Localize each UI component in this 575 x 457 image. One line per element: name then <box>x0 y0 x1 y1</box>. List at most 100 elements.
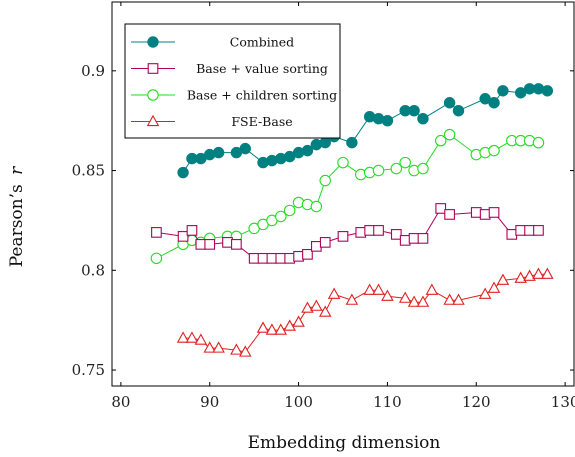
data-point <box>524 225 535 236</box>
data-point <box>515 225 527 236</box>
data-point <box>283 319 296 331</box>
data-point <box>212 146 225 159</box>
y-axis-title-text: Pearson’s <box>7 184 27 267</box>
legend-label: Base + children sorting <box>187 88 337 103</box>
axes: 80 90 100 110 120 130 0.75 0.8 0.85 0.9 <box>72 2 575 411</box>
data-point <box>443 128 456 141</box>
legend-item: Combined <box>131 35 294 50</box>
data-point <box>204 239 216 250</box>
data-point <box>373 225 384 236</box>
data-point <box>541 85 554 97</box>
data-point <box>239 345 252 357</box>
data-point <box>372 283 385 295</box>
data-point <box>399 156 411 169</box>
y-tick-label: 0.9 <box>81 62 105 80</box>
series-base-children-sorting <box>150 128 545 265</box>
data-point <box>470 207 482 218</box>
data-point <box>256 321 270 333</box>
data-point <box>274 323 288 335</box>
data-point <box>337 231 349 242</box>
series-base-value-sorting <box>151 203 544 264</box>
data-point <box>506 229 518 240</box>
data-point <box>222 237 233 248</box>
data-point <box>248 252 260 264</box>
data-point <box>319 174 331 187</box>
data-point <box>265 323 279 335</box>
data-point <box>318 305 332 317</box>
data-point <box>381 114 394 127</box>
data-point <box>310 299 323 311</box>
data-point <box>434 134 447 147</box>
legend-label: Combined <box>230 35 294 50</box>
data-point <box>147 89 159 101</box>
data-point <box>443 97 456 109</box>
legend-item: FSE-Base <box>131 114 293 129</box>
data-point <box>293 250 304 262</box>
data-point <box>231 239 242 250</box>
data-point <box>319 136 331 149</box>
data-point <box>147 36 159 48</box>
data-point <box>283 204 296 217</box>
data-point <box>355 227 367 238</box>
data-point <box>257 252 269 264</box>
data-point <box>203 341 216 353</box>
data-point <box>176 331 190 343</box>
data-point <box>195 239 207 250</box>
data-point <box>541 267 554 279</box>
data-point <box>523 269 536 281</box>
data-point <box>390 229 402 240</box>
x-tick-label: 120 <box>462 393 491 411</box>
x-axis-title: Embedding dimension <box>248 433 441 453</box>
data-point <box>496 273 510 285</box>
data-point <box>497 85 509 97</box>
data-point <box>488 207 500 218</box>
legend-item: Base + value sorting <box>131 61 328 76</box>
legend: Combined Base + value sorting Base + child… <box>124 23 341 139</box>
data-point <box>444 209 455 220</box>
legend-box <box>124 23 341 139</box>
data-point <box>292 315 305 327</box>
x-tick-label: 100 <box>284 393 313 411</box>
data-point <box>478 287 492 299</box>
data-point <box>337 156 349 169</box>
data-point <box>514 271 527 283</box>
plot-area <box>111 1 575 387</box>
data-point <box>266 252 278 264</box>
data-point <box>150 252 163 265</box>
data-point <box>399 235 411 246</box>
data-point <box>363 283 376 295</box>
data-point <box>147 63 159 74</box>
series-layer <box>150 83 554 357</box>
data-point <box>487 281 501 293</box>
data-point <box>230 343 243 355</box>
data-point <box>275 252 287 264</box>
data-point <box>146 114 160 127</box>
data-point <box>488 97 500 109</box>
y-tick-label: 0.85 <box>72 162 105 180</box>
data-point <box>177 231 189 242</box>
data-point <box>275 210 287 223</box>
data-point <box>452 293 465 305</box>
data-point <box>310 241 322 252</box>
y-axis-title-variable: r <box>7 166 27 175</box>
data-point <box>239 142 251 155</box>
data-point <box>319 237 331 248</box>
data-point <box>345 293 359 305</box>
data-point <box>425 283 439 295</box>
data-point <box>532 136 545 149</box>
data-point <box>407 295 421 307</box>
data-point <box>435 203 447 214</box>
x-tick-label: 130 <box>551 393 575 411</box>
legend-label: FSE-Base <box>231 114 292 129</box>
y-axis-title: Pearson’s r <box>7 166 27 267</box>
y-tick-label: 0.75 <box>72 361 105 379</box>
data-point <box>443 293 456 305</box>
legend-label: Base + value sorting <box>196 61 328 76</box>
data-point <box>381 289 394 301</box>
data-point <box>408 233 420 244</box>
data-point <box>408 105 420 117</box>
data-point <box>185 331 199 343</box>
data-point <box>364 225 376 236</box>
y-tick-label: 0.8 <box>81 261 105 279</box>
